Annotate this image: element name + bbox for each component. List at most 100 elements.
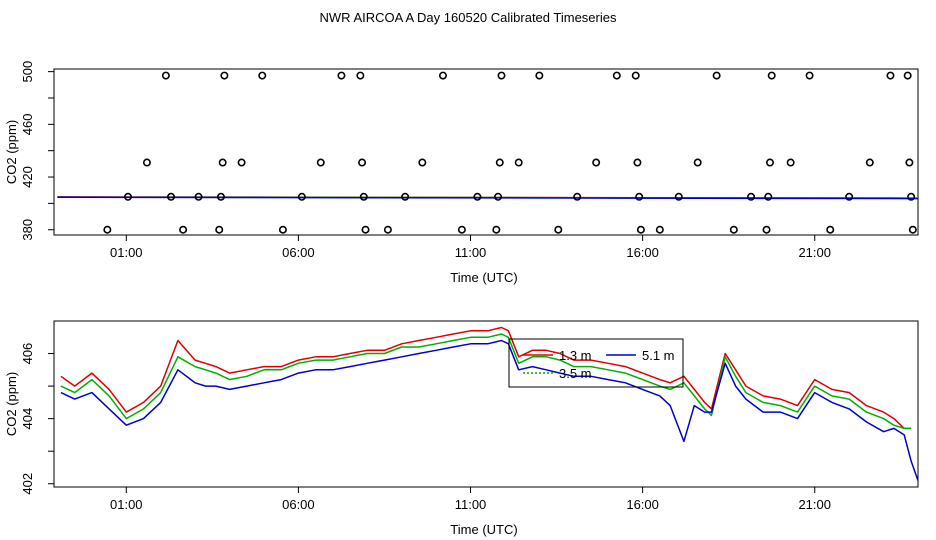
top-x-tick-label: 11:00 <box>455 245 487 260</box>
top-reference-point <box>554 225 563 234</box>
top-reference-point <box>161 71 170 80</box>
top-reference-point <box>612 71 621 80</box>
top-y-axis: 380 420 460 500 <box>20 61 54 241</box>
top-reference-point <box>216 192 225 201</box>
top-reference-point <box>278 225 287 234</box>
top-reference-point <box>359 192 368 201</box>
legend-box <box>508 338 684 388</box>
top-reference-point <box>167 192 176 201</box>
bottom-series-line-3-5-m <box>60 333 912 430</box>
top-y-tick-label: 420 <box>20 166 35 188</box>
top-reference-point <box>908 225 917 234</box>
top-reference-point <box>747 192 756 201</box>
top-reference-point <box>693 158 702 167</box>
bottom-y-tick-label: 406 <box>20 343 35 365</box>
top-reference-point <box>903 71 912 80</box>
top-plot-frame <box>53 68 919 236</box>
top-reference-point <box>438 71 447 80</box>
top-x-tick-label: 06:00 <box>282 245 315 260</box>
top-reference-point <box>655 225 664 234</box>
top-x-axis-label: Time (UTC) <box>450 270 517 285</box>
bottom-series-line-5-1-m <box>60 339 919 481</box>
top-reference-point <box>674 192 683 201</box>
bottom-x-tick-label: 01:00 <box>110 497 143 512</box>
bottom-series-line-1-3-m <box>60 326 912 430</box>
bottom-y-tick-label: 404 <box>20 408 35 430</box>
top-reference-point <box>765 158 774 167</box>
top-reference-point <box>729 225 738 234</box>
top-reference-point <box>495 158 504 167</box>
top-reference-point <box>786 158 795 167</box>
bottom-plot-frame <box>53 320 919 488</box>
figure-title: NWR AIRCOA A Day 160520 Calibrated Times… <box>320 10 617 25</box>
bottom-y-tick-label: 402 <box>20 473 35 495</box>
bottom-x-tick-label: 21:00 <box>798 497 831 512</box>
top-reference-point <box>636 225 645 234</box>
top-reference-point <box>316 158 325 167</box>
top-reference-point <box>383 225 392 234</box>
bottom-x-axis: 01:00 06:00 11:00 16:00 21:00 <box>110 487 831 512</box>
bottom-y-axis: 402 404 406 <box>20 343 54 495</box>
top-reference-point <box>457 225 466 234</box>
bottom-y-axis-label: CO2 (ppm) <box>4 372 19 436</box>
bottom-x-axis-label: Time (UTC) <box>450 522 517 537</box>
top-reference-point <box>356 71 365 80</box>
top-reference-point <box>297 192 306 201</box>
top-y-tick-label: 460 <box>20 113 35 135</box>
top-reference-point <box>218 158 227 167</box>
top-reference-point <box>592 158 601 167</box>
bottom-x-tick-label: 06:00 <box>282 497 315 512</box>
top-reference-point <box>361 225 370 234</box>
top-y-axis-label: CO2 (ppm) <box>4 120 19 184</box>
top-x-axis: 01:00 06:00 11:00 16:00 21:00 <box>110 235 831 260</box>
top-reference-point <box>805 71 814 80</box>
top-reference-point <box>124 192 133 201</box>
top-x-tick-label: 21:00 <box>798 245 831 260</box>
top-reference-point <box>865 158 874 167</box>
top-reference-point <box>215 225 224 234</box>
top-reference-point <box>573 192 582 201</box>
top-reference-point <box>631 71 640 80</box>
top-reference-point <box>194 192 203 201</box>
top-reference-point <box>764 192 773 201</box>
bottom-x-tick-label: 16:00 <box>626 497 659 512</box>
top-reference-point <box>103 225 112 234</box>
legend-label-5-1m: 5.1 m <box>642 348 675 363</box>
top-reference-point <box>473 192 482 201</box>
bottom-x-tick-label: 11:00 <box>455 497 487 512</box>
top-reference-point <box>845 192 854 201</box>
top-reference-point <box>497 71 506 80</box>
top-reference-point <box>767 71 776 80</box>
top-reference-point <box>905 158 914 167</box>
top-reference-point <box>401 192 410 201</box>
top-panel-co2-with-reference: 01:00 06:00 11:00 16:00 21:00 380 420 460 500 T… <box>4 61 919 285</box>
legend-label-3-5m: 3.5 m <box>559 366 592 381</box>
bottom-panel-co2-by-height: 01:00 06:00 11:00 16:00 21:00 402 404 406 1.3 … <box>4 320 919 537</box>
top-reference-point <box>358 158 367 167</box>
top-reference-point <box>886 71 895 80</box>
top-reference-point <box>494 192 503 201</box>
top-reference-point <box>712 71 721 80</box>
top-reference-point <box>907 192 916 201</box>
top-reference-point <box>514 158 523 167</box>
top-reference-point <box>762 225 771 234</box>
top-reference-point <box>179 225 188 234</box>
bottom-plot-area <box>60 326 919 481</box>
top-reference-point <box>142 158 151 167</box>
top-reference-point <box>337 71 346 80</box>
top-y-tick-label: 500 <box>20 61 35 83</box>
top-reference-point <box>635 192 644 201</box>
top-y-tick-label: 380 <box>20 219 35 241</box>
top-reference-point <box>258 71 267 80</box>
top-x-tick-label: 16:00 <box>626 245 659 260</box>
top-reference-point <box>633 158 642 167</box>
top-x-tick-label: 01:00 <box>110 245 143 260</box>
top-reference-point <box>418 158 427 167</box>
top-reference-point <box>237 158 246 167</box>
top-reference-point <box>826 225 835 234</box>
top-series-line-5-1-m <box>57 196 919 200</box>
top-reference-point <box>220 71 229 80</box>
top-reference-point <box>492 225 501 234</box>
legend: 1.3 m 5.1 m 3.5 m <box>508 338 684 388</box>
